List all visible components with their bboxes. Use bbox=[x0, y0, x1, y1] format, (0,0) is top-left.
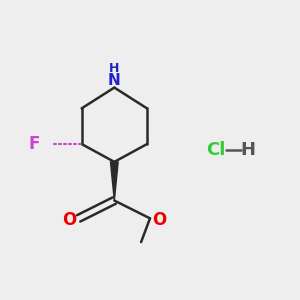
Text: H: H bbox=[109, 62, 119, 75]
Text: F: F bbox=[28, 135, 40, 153]
Text: N: N bbox=[108, 73, 121, 88]
Text: H: H bbox=[241, 141, 256, 159]
Text: Cl: Cl bbox=[206, 141, 225, 159]
Text: O: O bbox=[63, 211, 77, 229]
Polygon shape bbox=[110, 162, 118, 200]
Text: O: O bbox=[152, 211, 166, 229]
